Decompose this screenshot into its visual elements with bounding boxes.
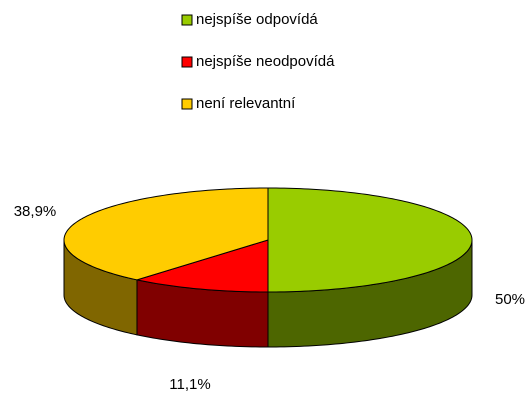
pie-slice — [63, 187, 269, 281]
data-label: 38,9% — [14, 203, 57, 220]
pie-tops — [63, 187, 473, 293]
legend-label: nejspíše odpovídá — [196, 11, 318, 28]
pie-sides — [63, 239, 473, 348]
legend-swatch — [181, 14, 193, 26]
pie-slice — [267, 187, 473, 293]
pie-slice — [136, 239, 269, 293]
legend-swatch — [181, 56, 193, 68]
legend-label: nejspíše neodpovídá — [196, 53, 335, 70]
data-label: 11,1% — [169, 376, 210, 393]
data-label: 50% — [495, 291, 525, 308]
legend-swatch — [181, 98, 193, 110]
legend: nejspíše odpovídá nejspíše neodpovídá není… — [181, 11, 335, 112]
legend-label: není relevantní — [196, 95, 296, 112]
